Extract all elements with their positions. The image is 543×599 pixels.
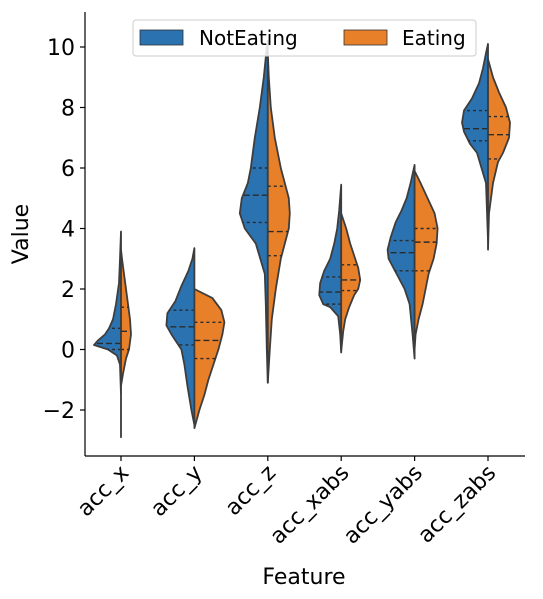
x-tick-label: acc_xabs: [266, 461, 355, 550]
y-tick-label: 4: [61, 218, 75, 243]
violin-noteating-acc_x: [93, 230, 122, 439]
violin-noteating-acc_z: [238, 40, 269, 384]
legend: NotEating Eating: [132, 19, 477, 57]
legend-box: [132, 19, 477, 57]
violin-noteating-acc_yabs: [386, 164, 416, 360]
x-tick-label: acc_yabs: [339, 461, 428, 550]
x-axis-label: Feature: [262, 565, 345, 590]
y-tick-label: 6: [61, 157, 75, 182]
violin-noteating-acc_zabs: [461, 43, 489, 242]
violin-eating-acc_x: [120, 248, 132, 387]
violin-eating-acc_yabs: [413, 170, 439, 351]
y-axis-label: Value: [9, 204, 34, 264]
y-tick-label: 8: [61, 97, 75, 122]
legend-swatch-noteating: [139, 29, 184, 46]
violin-noteating-acc_xabs: [318, 183, 343, 354]
y-tick-label: 10: [47, 36, 75, 61]
violin-eating-acc_z: [266, 52, 291, 384]
violins-layer: [93, 40, 511, 439]
legend-label-noteating: NotEating: [199, 26, 298, 50]
legend-swatch-eating: [343, 29, 388, 46]
violin-eating-acc_zabs: [487, 58, 511, 251]
violin-noteating-acc_y: [165, 247, 196, 427]
y-ticks: −2 0 2 4 6 8 10: [43, 36, 85, 424]
x-tick-label: acc_y: [146, 461, 207, 522]
y-axis: −2 0 2 4 6 8 10: [43, 12, 86, 456]
y-tick-label: −2: [43, 399, 75, 424]
x-tick-label: acc_z: [221, 461, 281, 521]
x-tick-label: acc_x: [73, 461, 134, 522]
y-tick-label: 2: [61, 278, 75, 303]
legend-label-eating: Eating: [402, 26, 466, 50]
x-tick-label: acc_zabs: [413, 461, 501, 549]
violin-eating-acc_xabs: [340, 212, 362, 352]
y-tick-label: 0: [61, 339, 75, 364]
